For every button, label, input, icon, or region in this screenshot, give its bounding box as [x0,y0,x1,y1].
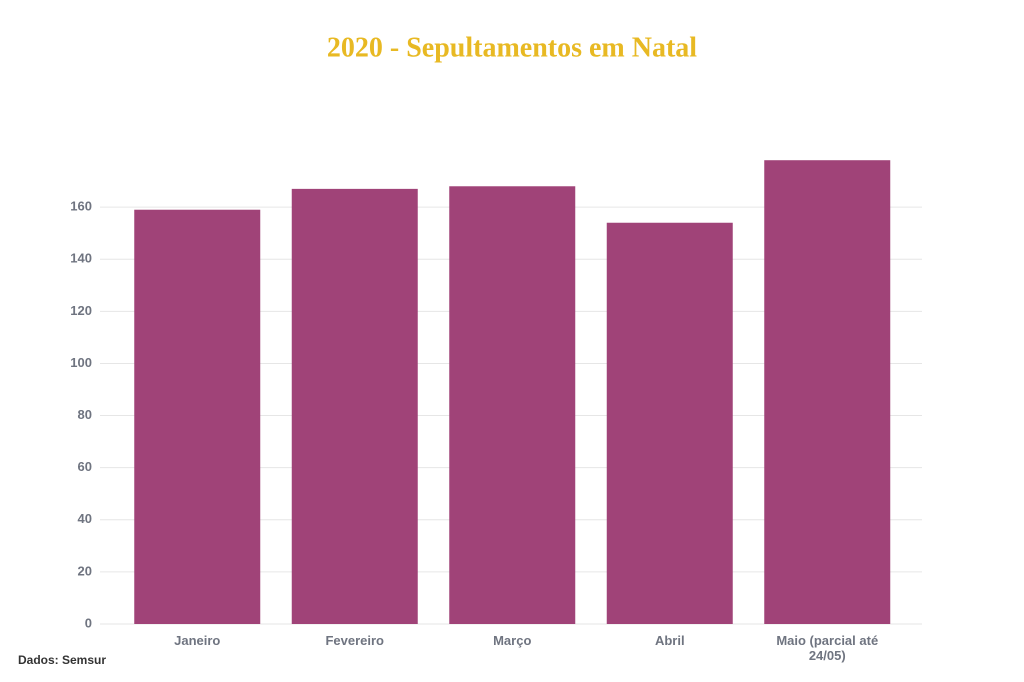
y-tick-label: 160 [70,199,92,214]
y-tick-label: 120 [70,303,92,318]
x-tick-label: Maio (parcial até 24/05) [776,633,879,663]
y-tick-label: 60 [78,459,92,474]
y-tick-label: 100 [70,355,92,370]
x-tick-label: Abril [654,633,685,648]
x-tick-label: Fevereiro [325,633,385,648]
y-tick-label: 20 [78,563,92,578]
bar [606,222,733,624]
bar [764,160,891,624]
bar [449,186,576,624]
y-tick-label: 140 [70,251,92,266]
y-tick-label: 0 [85,615,92,630]
x-tick-label: Janeiro [174,633,221,648]
source: Dados: Semsur [18,653,107,667]
y-tick-label: 80 [78,407,92,422]
y-tick-label: 40 [78,511,92,526]
bar [134,209,261,624]
bar [291,188,418,624]
x-tick-label: Março [493,633,532,648]
chart-title: 2020 - Sepultamentos em Natal [327,32,697,63]
